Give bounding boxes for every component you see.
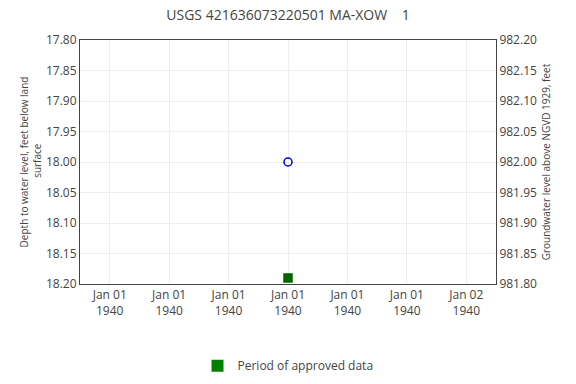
svg-text:Jan 011940: Jan 011940 (151, 286, 186, 319)
svg-text:Period of approved data: Period of approved data (238, 357, 374, 374)
svg-text:Jan 011940: Jan 011940 (329, 286, 364, 319)
svg-text:Jan 021940: Jan 021940 (448, 286, 483, 319)
svg-text:982.00: 982.00 (499, 153, 537, 170)
svg-text:981.95: 981.95 (499, 184, 537, 201)
svg-text:982.10: 982.10 (499, 92, 537, 109)
svg-text:Groundwater level above NGVD 1: Groundwater level above NGVD 1929, feet (539, 63, 553, 260)
svg-text:USGS 421636073220501 MA-XOW: USGS 421636073220501 MA-XOW 1 (166, 5, 410, 24)
svg-text:Jan 011940: Jan 011940 (211, 286, 246, 319)
svg-text:Jan 011940: Jan 011940 (389, 286, 424, 319)
svg-text:17.85: 17.85 (46, 62, 77, 79)
svg-text:17.90: 17.90 (46, 92, 77, 109)
svg-text:18.20: 18.20 (46, 275, 77, 292)
svg-text:Jan 011940: Jan 011940 (270, 286, 305, 319)
svg-text:18.15: 18.15 (46, 245, 77, 262)
svg-text:18.10: 18.10 (46, 214, 77, 231)
svg-text:Depth to water level, feet bel: Depth to water level, feet below land su… (17, 77, 44, 248)
svg-text:981.85: 981.85 (499, 245, 537, 262)
svg-text:18.00: 18.00 (46, 153, 77, 170)
svg-text:981.90: 981.90 (499, 214, 537, 231)
svg-text:982.15: 982.15 (499, 62, 537, 79)
svg-text:982.05: 982.05 (499, 123, 537, 140)
svg-text:17.80: 17.80 (46, 31, 77, 48)
svg-text:982.20: 982.20 (499, 31, 537, 48)
svg-text:Jan 011940: Jan 011940 (92, 286, 127, 319)
svg-text:18.05: 18.05 (46, 184, 77, 201)
svg-text:17.95: 17.95 (46, 123, 77, 140)
svg-text:981.80: 981.80 (499, 275, 537, 292)
